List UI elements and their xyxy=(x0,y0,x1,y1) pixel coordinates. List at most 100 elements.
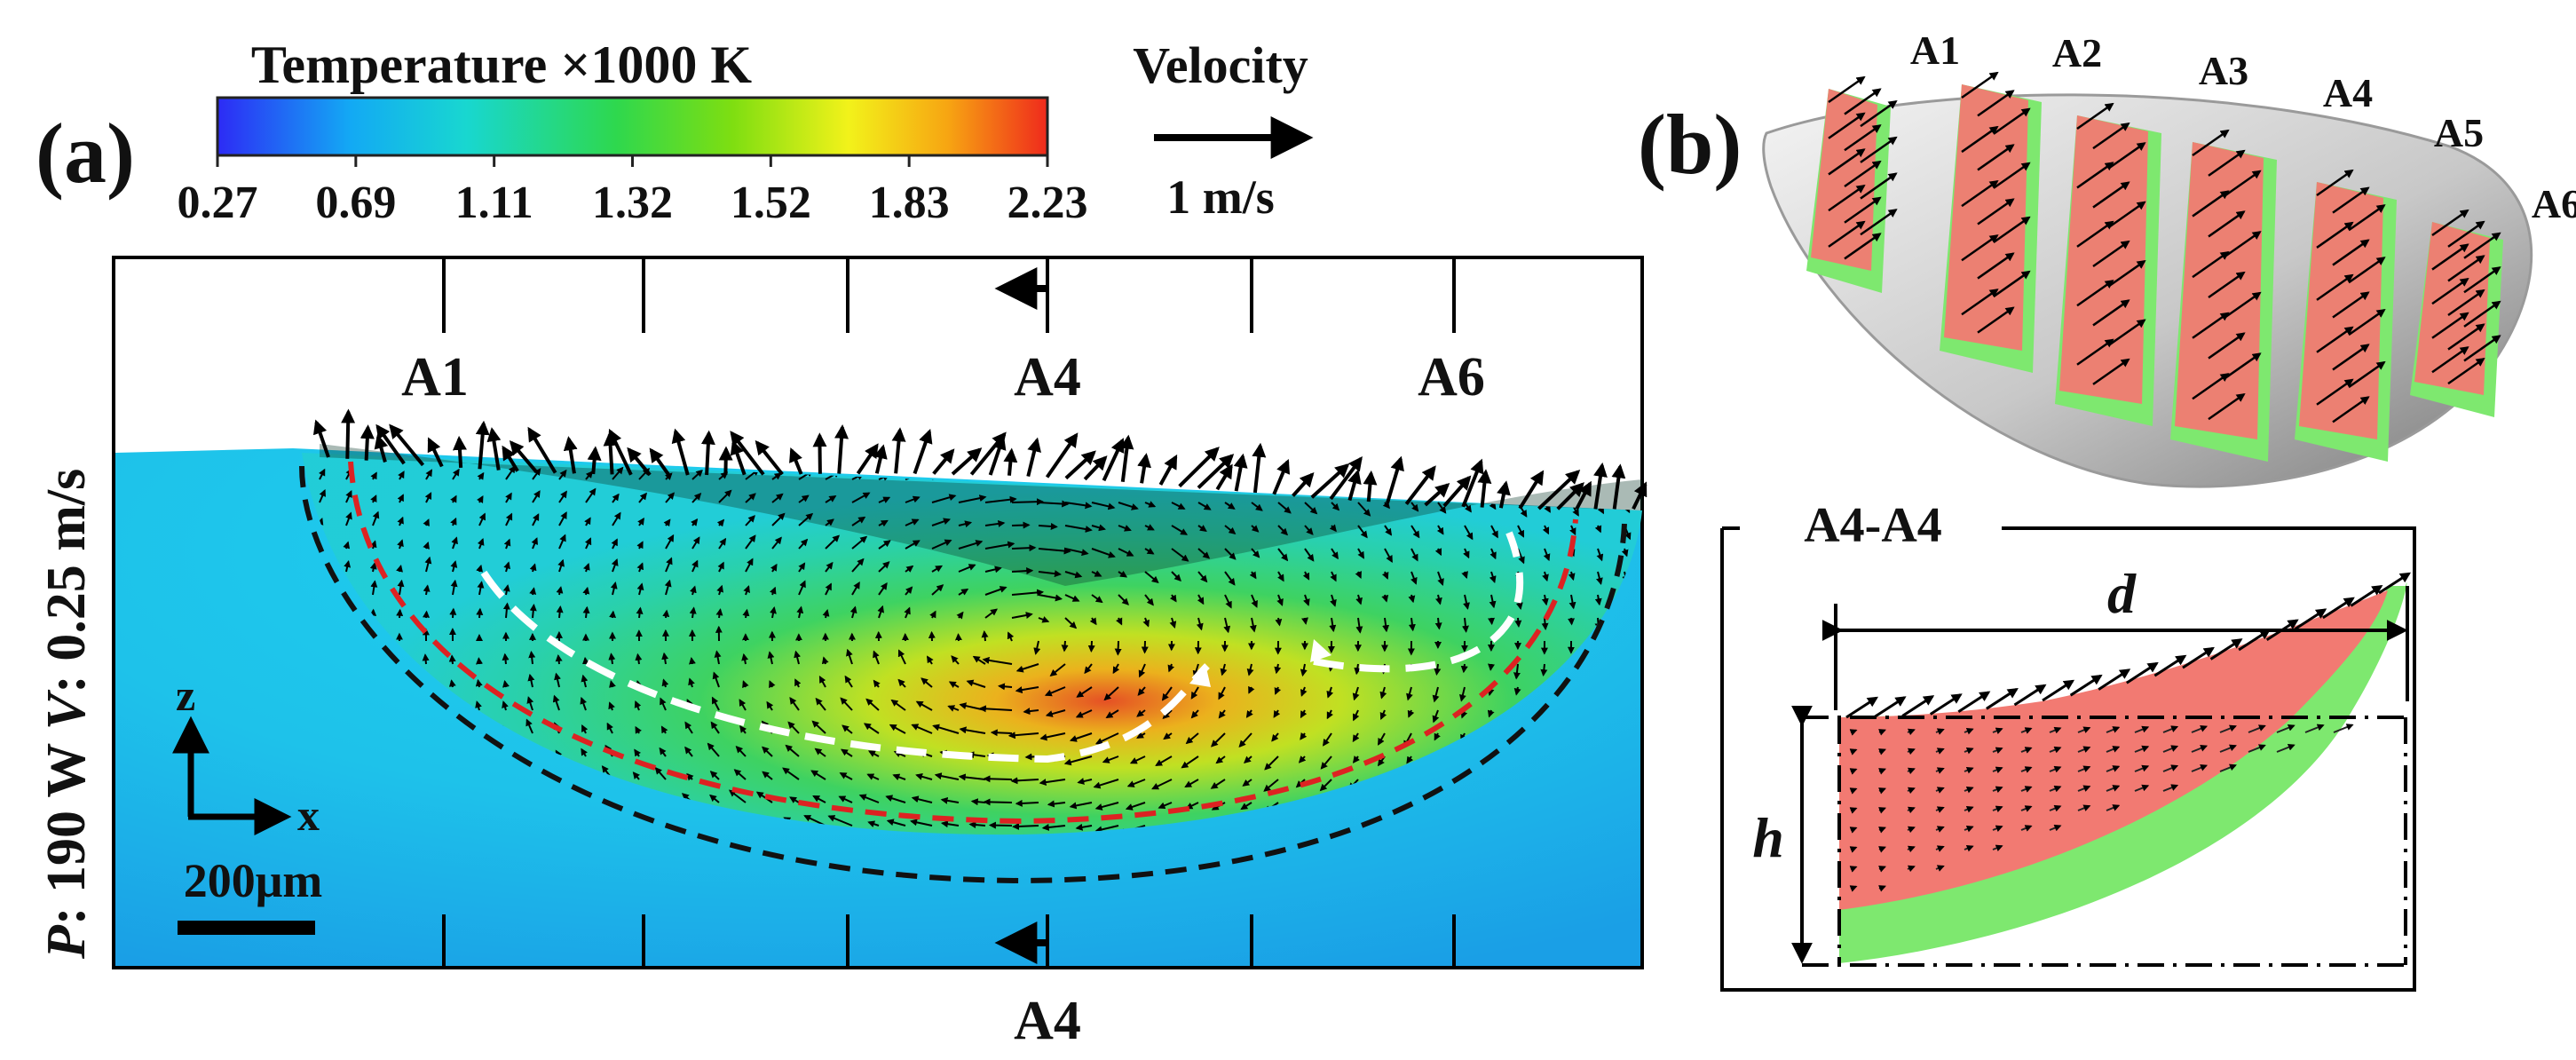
section-vector xyxy=(2106,726,2121,733)
surface-vector xyxy=(375,423,406,465)
velocity-vector xyxy=(1126,779,1146,787)
section-surface-vector xyxy=(1901,695,1935,717)
mushy-zone-boundary xyxy=(299,465,1627,884)
velocity-vector xyxy=(691,469,704,480)
velocity-vector xyxy=(1357,548,1365,559)
velocity-vector xyxy=(707,742,720,757)
velocity-vector xyxy=(1240,802,1252,811)
velocity-vector xyxy=(1304,525,1314,535)
surface-vector xyxy=(1363,470,1378,502)
velocity-vector xyxy=(1197,571,1208,583)
velocity-vector xyxy=(526,696,534,711)
velocity-vector xyxy=(1463,594,1470,610)
slice-labels: A1 A2 A3 A4 A5 A6 xyxy=(1910,28,2576,226)
velocity-vector xyxy=(423,541,430,550)
velocity-vector xyxy=(611,558,619,573)
velocity-vector xyxy=(1464,525,1474,541)
slice-vector xyxy=(2192,129,2230,157)
velocity-vector xyxy=(846,648,853,665)
velocity-vector xyxy=(691,536,700,550)
velocity-vector xyxy=(582,605,590,619)
section-vector xyxy=(1964,766,1974,774)
slice-label: A4 xyxy=(2323,70,2373,115)
velocity-vector xyxy=(1410,571,1418,585)
velocity-vector xyxy=(716,518,725,527)
velocity-vector xyxy=(1077,778,1093,785)
section-vector xyxy=(1878,866,1886,873)
surface-vector xyxy=(1083,455,1108,481)
velocity-vector xyxy=(661,678,669,688)
slice-vector xyxy=(2224,291,2262,319)
slice-vector xyxy=(1860,136,1898,163)
velocity-vector xyxy=(1300,686,1308,697)
velocity-vector xyxy=(851,492,871,503)
velocity-vector xyxy=(745,515,755,526)
velocity-vector xyxy=(958,494,987,503)
velocity-vector xyxy=(691,518,699,526)
surface-vector xyxy=(1556,482,1584,510)
surface-vector xyxy=(1102,438,1125,482)
velocity-vector xyxy=(867,750,880,757)
slice-vector xyxy=(1961,179,1999,208)
velocity-vector xyxy=(794,678,802,688)
velocity-vector xyxy=(558,534,566,550)
surface-vector xyxy=(1593,462,1608,510)
velocity-vector xyxy=(450,494,457,503)
section-vector xyxy=(2020,805,2033,812)
velocity-vector xyxy=(771,472,782,480)
velocity-vector xyxy=(423,518,430,527)
velocity-vector xyxy=(1223,617,1231,634)
section-vector xyxy=(1849,729,1858,736)
velocity-vector xyxy=(1224,571,1236,586)
velocity-vector xyxy=(849,605,857,619)
section-vector xyxy=(1964,727,1974,735)
velocity-vector xyxy=(1463,548,1470,559)
velocity-vector xyxy=(1245,709,1253,718)
velocity-vector xyxy=(637,518,644,526)
velocity-vector xyxy=(1436,525,1444,535)
section-vector xyxy=(2077,746,2091,753)
velocity-vector xyxy=(984,586,1007,596)
surface-vector xyxy=(1632,481,1648,510)
velocity-vector xyxy=(634,748,642,757)
velocity-vector xyxy=(742,608,750,619)
velocity-vector xyxy=(1540,663,1548,677)
velocity-vector xyxy=(1038,570,1062,578)
velocity-vector xyxy=(904,606,911,619)
slice-vector xyxy=(1860,172,1898,200)
velocity-vector xyxy=(711,696,720,711)
section-surface-vector xyxy=(1986,688,2019,710)
surface-vector xyxy=(486,427,502,471)
slice-vector xyxy=(2348,257,2386,284)
colorbar-tick-label: 2.23 xyxy=(1007,178,1088,228)
velocity-vector xyxy=(1277,525,1289,536)
velocity-vector xyxy=(866,773,880,780)
section-surface-vector xyxy=(1929,693,1963,716)
section-vector xyxy=(2134,784,2150,792)
section-surface-vector xyxy=(2182,646,2215,669)
velocity-vector xyxy=(865,698,880,711)
slice-label: A6 xyxy=(2532,181,2576,226)
velocity-vector xyxy=(755,791,773,803)
surface-vector xyxy=(834,423,849,474)
surface-vector xyxy=(913,429,933,475)
slice-vector xyxy=(2447,289,2485,317)
velocity-vector xyxy=(552,694,560,711)
velocity-value: : 0.25 m/s xyxy=(36,469,97,693)
velocity-vector xyxy=(966,679,986,688)
section-label-a1: A1 xyxy=(401,347,469,407)
velocity-vector xyxy=(710,721,720,734)
velocity-vector xyxy=(423,584,431,596)
velocity-vector xyxy=(910,819,933,827)
velocity-vector xyxy=(1460,663,1468,674)
velocity-vector xyxy=(558,490,567,503)
velocity-vector xyxy=(1596,548,1604,562)
velocity-vector xyxy=(1163,732,1173,740)
velocity-symbol: V xyxy=(36,689,97,730)
section-vector xyxy=(1878,768,1886,775)
velocity-vector xyxy=(1171,502,1186,510)
section-vector xyxy=(1992,786,2003,794)
velocity-vector xyxy=(1517,525,1525,538)
section-vector xyxy=(1878,787,1886,795)
surface-vector xyxy=(587,446,602,475)
